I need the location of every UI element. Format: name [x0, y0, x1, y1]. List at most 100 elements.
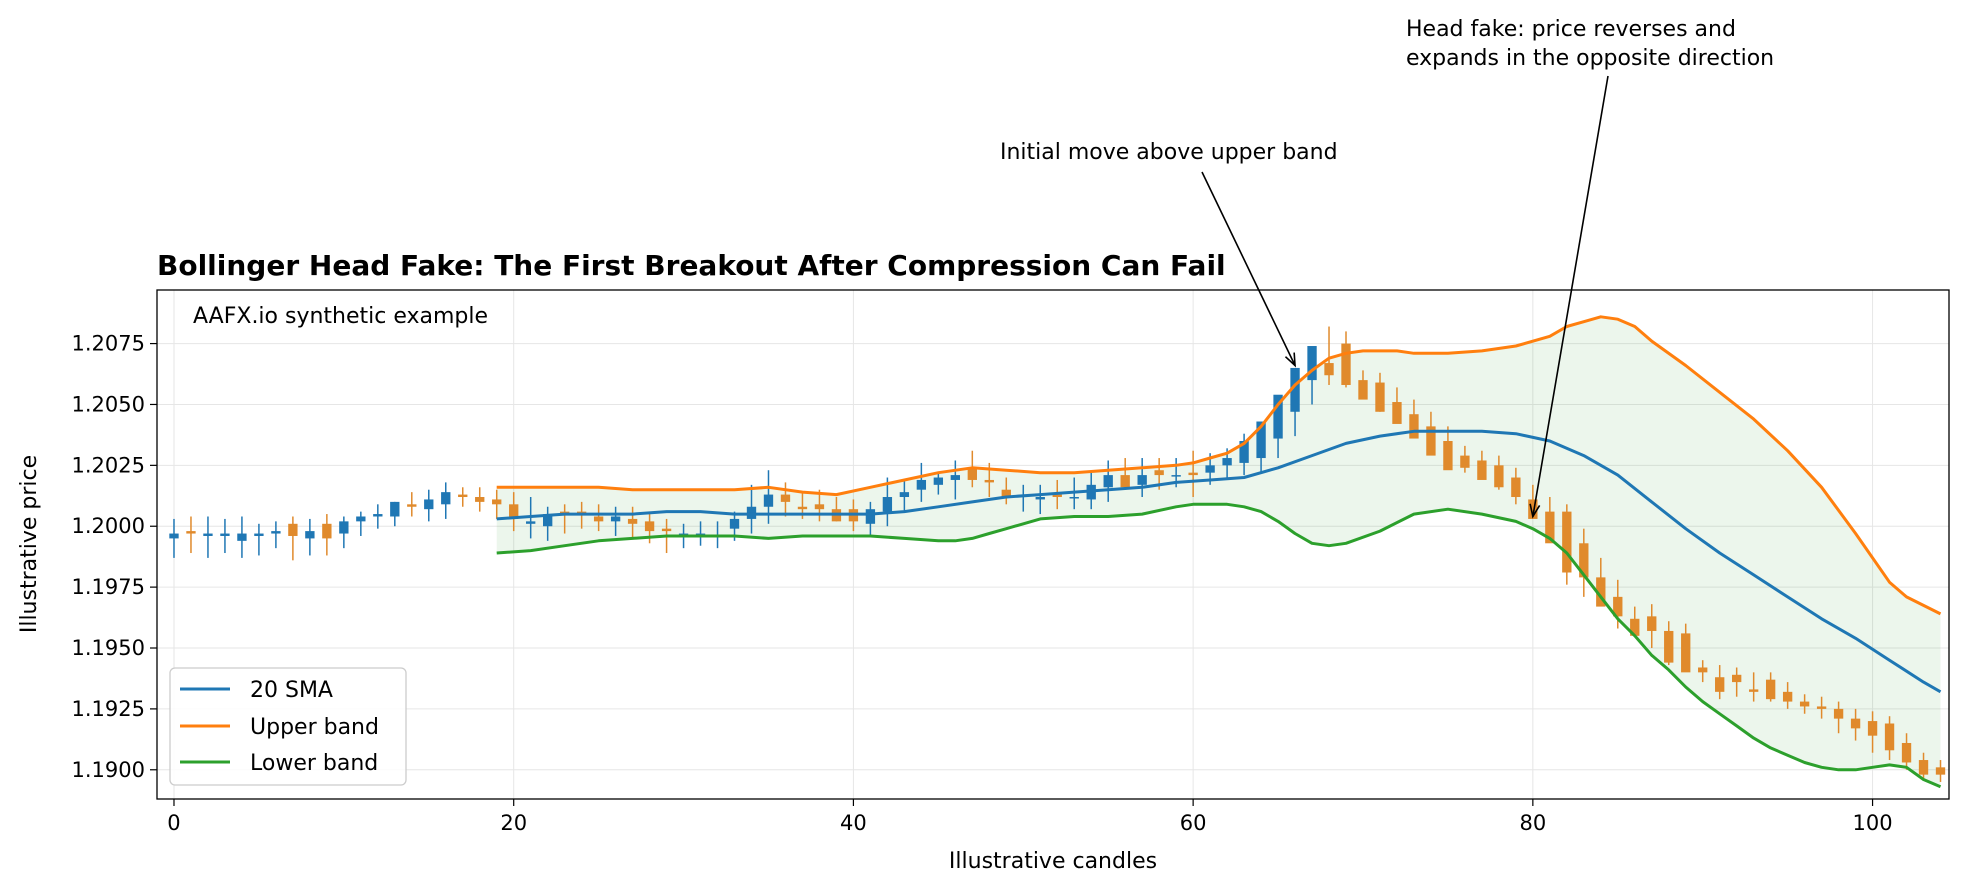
x-tick-label: 100 [1853, 811, 1893, 835]
candle-body [1222, 458, 1232, 466]
candle-body [1850, 718, 1861, 729]
candle-body [356, 516, 366, 522]
arrow-head-fake-head [1529, 503, 1541, 519]
watermark-text: AAFX.io synthetic example [193, 304, 488, 329]
candle-body [1799, 701, 1810, 707]
x-tick-label: 20 [500, 811, 527, 835]
candle-body [339, 521, 349, 534]
candle-body [186, 531, 196, 534]
candle-body [1918, 760, 1929, 775]
candle-body [1426, 426, 1436, 456]
candle-body [492, 499, 502, 505]
x-axis-label: Illustrative candles [949, 849, 1157, 874]
candle-body [1358, 380, 1368, 400]
candle-body [1103, 475, 1113, 488]
candle-body [814, 504, 825, 510]
candle-body [1748, 689, 1759, 692]
candle-body [475, 497, 485, 502]
candle-body [1782, 691, 1793, 702]
candle-body [441, 492, 451, 505]
candle-body [780, 494, 791, 502]
x-tick-label: 40 [840, 811, 867, 835]
candle-body [1511, 477, 1521, 498]
candle-body [1698, 667, 1708, 673]
candle-body [1205, 465, 1215, 473]
candle-body [424, 499, 434, 510]
candle-body [1596, 577, 1606, 607]
band-fill [496, 316, 1941, 787]
y-tick-label: 1.1950 [72, 636, 145, 660]
candle-body [305, 531, 315, 539]
candle-body [1901, 742, 1912, 763]
plot-frame [156, 289, 1950, 800]
candles [169, 326, 1946, 782]
candle-body [390, 501, 400, 517]
candle-body [1290, 367, 1300, 412]
candle-body [1833, 708, 1844, 719]
grid-lines [157, 290, 1949, 799]
candle-body [1765, 679, 1776, 700]
candle-body [950, 475, 961, 480]
y-tick-label: 1.1975 [72, 575, 145, 599]
y-tick-label: 1.2000 [72, 514, 145, 538]
candle-body [509, 504, 519, 519]
candle-body [220, 533, 230, 536]
y-axis-label: Illustrative price [17, 455, 42, 633]
candle-body [1171, 475, 1181, 477]
x-tick-label: 0 [167, 811, 180, 835]
candle-body [593, 516, 604, 522]
candle-body [1935, 767, 1946, 775]
annotation-head-fake-line2: expands in the opposite direction [1406, 46, 1774, 71]
legend-label-sma: 20 SMA [250, 678, 333, 703]
candle-body [1477, 460, 1487, 480]
legend: 20 SMA Upper band Lower band [169, 667, 407, 786]
candle-body [1443, 440, 1453, 471]
legend-box [169, 667, 407, 786]
candle-body [288, 523, 298, 536]
candle-body [627, 518, 638, 524]
candle-body [1528, 499, 1538, 519]
candle-body [1545, 511, 1555, 544]
candle-body [1035, 497, 1045, 500]
candle-body [1137, 475, 1147, 485]
candle-body [1001, 489, 1011, 498]
candle-body [678, 533, 689, 536]
candle-body [237, 533, 247, 541]
candle-body [610, 516, 621, 522]
candle-body [1884, 723, 1895, 751]
sma-line [496, 429, 1942, 694]
candle-body [1562, 511, 1572, 573]
candle-body [1732, 674, 1742, 683]
annotation-arrows [1201, 75, 1609, 519]
candle-body [1069, 497, 1079, 499]
candle-body [1324, 363, 1334, 376]
candle-body [1188, 472, 1198, 476]
candle-body [1630, 618, 1640, 636]
candle-body [1816, 706, 1827, 709]
candle-body [1647, 616, 1657, 631]
annotation-initial-move: Initial move above upper band [1000, 140, 1338, 165]
candle-body [967, 467, 977, 480]
candle-body [373, 514, 383, 517]
candle-body [1052, 494, 1062, 498]
candle-body [1273, 394, 1283, 439]
arrow-head-fake [1532, 75, 1609, 517]
candle-body [1579, 543, 1589, 578]
candle-body [1409, 414, 1419, 439]
candle-body [458, 494, 468, 498]
arrow-initial-move-head [1284, 352, 1296, 368]
y-tick-label: 1.2075 [72, 332, 145, 356]
lower-band-line [496, 502, 1942, 789]
candle-body [916, 479, 927, 490]
candle-body [271, 531, 281, 534]
candle-body [322, 523, 332, 539]
candle-body [644, 521, 655, 532]
y-tick-label: 1.1925 [72, 697, 145, 721]
candle-body [1613, 596, 1623, 617]
annotation-head-fake-line1: Head fake: price reverses and [1406, 17, 1736, 42]
candle-body [1681, 633, 1691, 673]
x-axis: 0 20 40 60 80 100 [167, 799, 1893, 835]
candle-body [1154, 470, 1164, 476]
legend-label-lower: Lower band [250, 751, 378, 776]
